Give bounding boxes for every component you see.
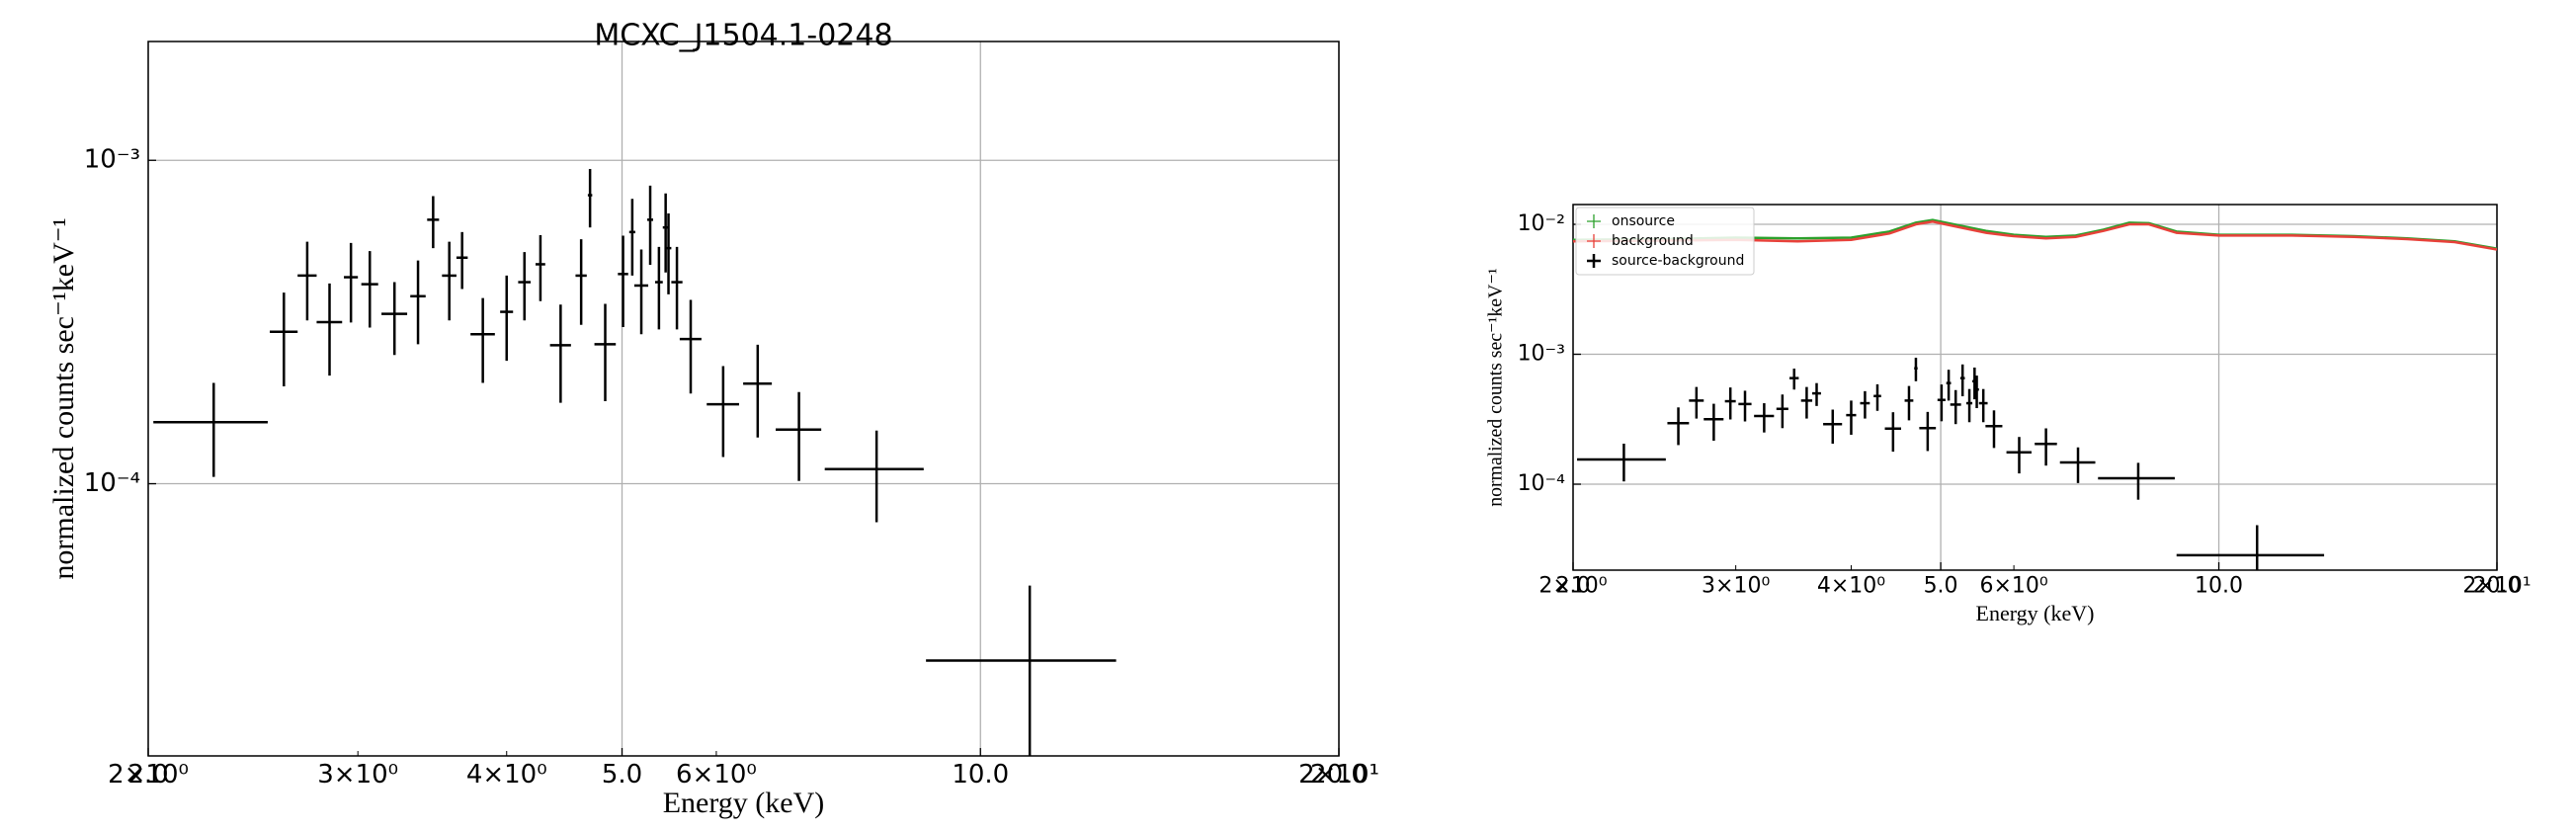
x-tick-label: 10.0 xyxy=(2195,574,2243,599)
x-minor-tick-label: 2×10⁰ xyxy=(1538,574,1607,599)
x-tick-label: 20.0 xyxy=(2473,574,2522,599)
legend-marker xyxy=(1587,234,1601,248)
x-tick-label: 10.0 xyxy=(952,760,1009,790)
legend-label: source-background xyxy=(1612,253,1744,269)
x-minor-tick-label: 2×10⁰ xyxy=(108,760,189,790)
chart-title: MCXC_J1504.1-0248 xyxy=(594,19,892,53)
legend-marker xyxy=(1587,214,1601,228)
x-tick-label: 5.0 xyxy=(1924,574,1958,599)
axes-frame xyxy=(147,41,1340,757)
x-tick-label: 2.0 xyxy=(1556,574,1591,599)
x-minor-tick-label: 4×10⁰ xyxy=(466,760,547,790)
legend: onsource background source-background xyxy=(1575,207,1755,276)
y-tick-label: 10⁻³ xyxy=(1518,342,1565,367)
y-axis-label: normalized counts sec⁻¹keV⁻¹ xyxy=(1485,268,1507,507)
y-tick-label: 10⁻² xyxy=(1518,211,1565,236)
axes-frame xyxy=(1572,204,2498,571)
y-tick-label: 10⁻⁴ xyxy=(1518,471,1566,496)
x-axis-label: Energy (keV) xyxy=(663,787,825,819)
axes: 2.0 5.0 10.0 20.0 2×10⁰ 3×10⁰ 4×10⁰ 6×10⁰ 2×10¹ 1… xyxy=(84,41,1379,790)
x-minor-tick-label: 3×10⁰ xyxy=(317,760,398,790)
y-tick-label: 10⁻³ xyxy=(84,145,140,175)
x-minor-tick-label: 6×10⁰ xyxy=(1979,574,2047,599)
plot-area xyxy=(1573,218,2497,570)
x-tick-label: 5.0 xyxy=(602,760,642,790)
x-minor-tick-label: 2×10¹ xyxy=(2462,574,2531,599)
y-tick-label: 10⁻⁴ xyxy=(84,468,140,498)
plot-area xyxy=(153,169,1117,756)
x-tick-label: 20.0 xyxy=(1310,760,1368,790)
axes: 2.0 5.0 10.0 20.0 2×10⁰ 3×10⁰ 4×10⁰ 6×10⁰ 2×10¹ 1… xyxy=(1518,204,2532,599)
spectrum-line xyxy=(1573,219,2497,251)
x-minor-tick-label: 6×10⁰ xyxy=(676,760,757,790)
legend-label: background xyxy=(1612,233,1694,249)
legend-marker xyxy=(1587,254,1601,268)
x-minor-tick-label: 4×10⁰ xyxy=(1817,574,1885,599)
x-minor-tick-label: 2×10¹ xyxy=(1298,760,1379,790)
legend-label: onsource xyxy=(1612,213,1675,229)
x-minor-tick-label: 3×10⁰ xyxy=(1702,574,1770,599)
x-axis-label: Energy (keV) xyxy=(1976,601,2095,625)
x-tick-label: 2.0 xyxy=(127,760,168,790)
legend-frame xyxy=(1575,207,1755,276)
y-axis-label: normalized counts sec⁻¹keV⁻¹ xyxy=(47,217,80,579)
